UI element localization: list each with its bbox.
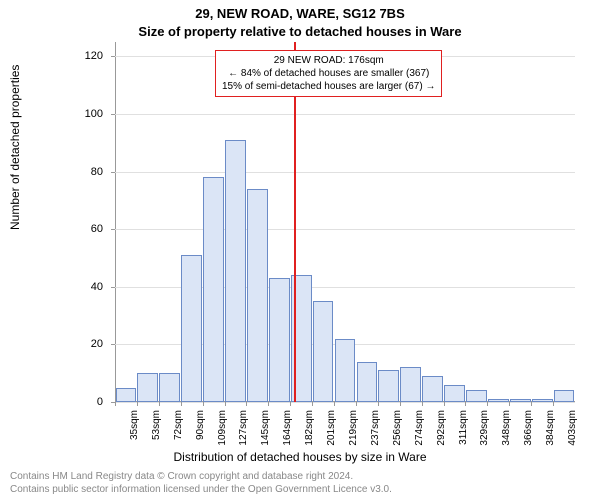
- x-tickmark: [137, 402, 138, 406]
- x-tickmark: [356, 402, 357, 406]
- y-tickmark: [111, 229, 115, 230]
- histogram-bar: [181, 255, 202, 402]
- y-tick-label: 80: [73, 166, 103, 178]
- x-tickmark: [400, 402, 401, 406]
- chart-subtitle: Size of property relative to detached ho…: [0, 24, 600, 39]
- x-tickmark: [334, 402, 335, 406]
- x-tickmark: [115, 402, 116, 406]
- histogram-bar: [554, 390, 575, 402]
- y-tickmark: [111, 344, 115, 345]
- x-axis-label: Distribution of detached houses by size …: [0, 450, 600, 464]
- histogram-bar: [466, 390, 487, 402]
- histogram-bar: [357, 362, 378, 402]
- annotation-line: 29 NEW ROAD: 176sqm: [222, 54, 435, 67]
- gridline: [115, 114, 575, 115]
- y-tick-label: 20: [73, 338, 103, 350]
- histogram-bar: [313, 301, 334, 402]
- plot-area: 29 NEW ROAD: 176sqm← 84% of detached hou…: [55, 42, 575, 402]
- gridline: [115, 229, 575, 230]
- histogram-bar: [335, 339, 356, 402]
- histogram-bar: [400, 367, 421, 402]
- x-tickmark: [268, 402, 269, 406]
- footer-line-1: Contains HM Land Registry data © Crown c…: [10, 470, 590, 483]
- x-tickmark: [203, 402, 204, 406]
- annotation-line: ← 84% of detached houses are smaller (36…: [222, 67, 435, 80]
- histogram-bar: [422, 376, 443, 402]
- y-axis-label: Number of detached properties: [8, 65, 22, 230]
- histogram-bar: [116, 388, 137, 402]
- gridline: [115, 172, 575, 173]
- y-tickmark: [111, 114, 115, 115]
- gridline: [115, 402, 575, 403]
- y-tickmark: [111, 56, 115, 57]
- x-tickmark: [487, 402, 488, 406]
- x-tickmark: [422, 402, 423, 406]
- histogram-bar: [225, 140, 246, 402]
- histogram-bar: [444, 385, 465, 402]
- y-tickmark: [111, 287, 115, 288]
- y-tick-label: 120: [73, 50, 103, 62]
- histogram-bar: [378, 370, 399, 402]
- histogram-bar: [488, 399, 509, 402]
- histogram-bar: [203, 177, 224, 402]
- histogram-bar: [137, 373, 158, 402]
- x-tickmark: [553, 402, 554, 406]
- y-axis-line: [115, 42, 116, 402]
- x-tickmark: [465, 402, 466, 406]
- histogram-bar: [247, 189, 268, 402]
- footer-attribution: Contains HM Land Registry data © Crown c…: [10, 470, 590, 496]
- x-tickmark: [444, 402, 445, 406]
- annotation-callout: 29 NEW ROAD: 176sqm← 84% of detached hou…: [215, 50, 442, 97]
- chart-container: 29, NEW ROAD, WARE, SG12 7BS Size of pro…: [0, 0, 600, 500]
- x-tickmark: [531, 402, 532, 406]
- x-tickmark: [378, 402, 379, 406]
- chart-area: 29 NEW ROAD: 176sqm← 84% of detached hou…: [115, 42, 575, 402]
- x-tickmark: [181, 402, 182, 406]
- histogram-bar: [159, 373, 180, 402]
- histogram-bar: [532, 399, 553, 402]
- histogram-bar: [510, 399, 531, 402]
- histogram-bar: [269, 278, 290, 402]
- y-tick-label: 100: [73, 108, 103, 120]
- y-tick-label: 40: [73, 281, 103, 293]
- x-tickmark: [246, 402, 247, 406]
- annotation-line: 15% of semi-detached houses are larger (…: [222, 80, 435, 93]
- y-tick-label: 60: [73, 223, 103, 235]
- page-title: 29, NEW ROAD, WARE, SG12 7BS: [0, 6, 600, 21]
- x-tickmark: [509, 402, 510, 406]
- x-tickmark: [290, 402, 291, 406]
- y-tick-label: 0: [73, 396, 103, 408]
- footer-line-2: Contains public sector information licen…: [10, 483, 590, 496]
- x-tickmark: [312, 402, 313, 406]
- y-tickmark: [111, 172, 115, 173]
- x-tickmark: [225, 402, 226, 406]
- x-tickmark: [159, 402, 160, 406]
